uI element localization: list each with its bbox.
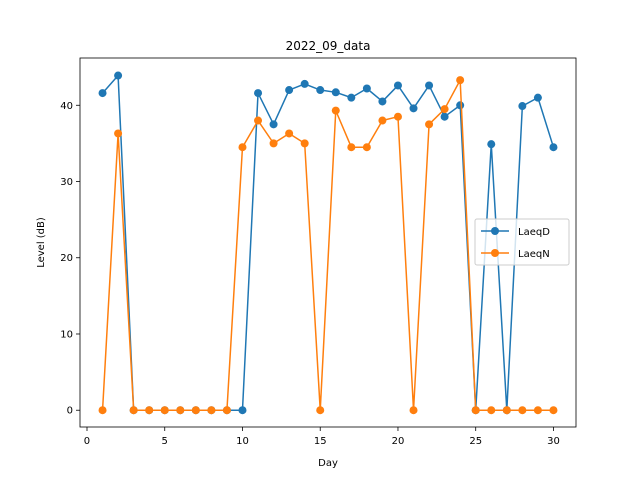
data-point-laeqn bbox=[378, 116, 387, 125]
data-point-laeqd bbox=[269, 120, 278, 129]
data-point-laeqd bbox=[487, 140, 496, 149]
data-point-laeqn bbox=[347, 143, 356, 152]
y-tick-label: 20 bbox=[60, 253, 73, 264]
data-point-laeqn bbox=[549, 406, 558, 415]
data-point-laeqn bbox=[409, 406, 418, 415]
data-point-laeqn bbox=[533, 406, 542, 415]
data-point-laeqd bbox=[347, 93, 356, 102]
x-axis: 0 5 10 15 20 25 30 bbox=[84, 427, 560, 447]
x-axis-label: Day bbox=[318, 458, 338, 469]
data-point-laeqd bbox=[518, 102, 527, 111]
legend-label-laeqn: LaeqN bbox=[518, 249, 550, 260]
data-point-laeqd bbox=[533, 93, 542, 102]
data-point-laeqd bbox=[285, 86, 294, 95]
data-point-laeqn bbox=[393, 112, 402, 121]
data-point-laeqn bbox=[440, 105, 449, 114]
y-tick-label: 0 bbox=[67, 406, 73, 417]
data-point-laeqd bbox=[425, 81, 434, 90]
data-point-laeqn bbox=[518, 406, 527, 415]
y-tick-label: 10 bbox=[60, 329, 73, 340]
data-point-laeqn bbox=[285, 129, 294, 138]
data-point-laeqd bbox=[238, 406, 247, 415]
data-point-laeqn bbox=[191, 406, 200, 415]
data-point-laeqn bbox=[502, 406, 511, 415]
data-point-laeqd bbox=[378, 97, 387, 106]
y-axis-label: Level (dB) bbox=[36, 217, 47, 268]
data-point-laeqn bbox=[487, 406, 496, 415]
legend-marker-laeqd bbox=[491, 227, 499, 235]
data-point-laeqd bbox=[409, 104, 418, 113]
y-tick-label: 30 bbox=[60, 177, 73, 188]
data-point-laeqd bbox=[331, 88, 340, 97]
x-tick-label: 20 bbox=[392, 436, 405, 447]
chart-title: 2022_09_data bbox=[286, 39, 371, 53]
data-point-laeqn bbox=[362, 143, 371, 152]
data-point-laeqd bbox=[362, 84, 371, 93]
data-point-laeqn bbox=[254, 116, 263, 125]
data-point-laeqn bbox=[238, 143, 247, 152]
data-point-laeqn bbox=[331, 106, 340, 115]
data-point-laeqd bbox=[440, 112, 449, 121]
x-tick-label: 5 bbox=[162, 436, 168, 447]
data-point-laeqn bbox=[98, 406, 107, 415]
y-axis: 0 10 20 30 40 bbox=[60, 101, 80, 417]
data-point-laeqn bbox=[471, 406, 480, 415]
axes-layer bbox=[79, 57, 577, 428]
data-point-laeqn bbox=[145, 406, 154, 415]
x-tick-label: 0 bbox=[84, 436, 90, 447]
data-point-laeqn bbox=[316, 406, 325, 415]
x-tick-label: 25 bbox=[469, 436, 482, 447]
data-point-laeqn bbox=[160, 406, 169, 415]
y-tick-label: 40 bbox=[60, 101, 73, 112]
legend-label-laeqd: LaeqD bbox=[518, 227, 550, 238]
data-point-laeqd bbox=[114, 71, 123, 80]
data-point-laeqn bbox=[269, 139, 278, 148]
data-point-laeqn bbox=[222, 406, 231, 415]
x-tick-label: 15 bbox=[314, 436, 327, 447]
data-point-laeqd bbox=[254, 89, 263, 98]
data-point-laeqn bbox=[176, 406, 185, 415]
data-point-laeqd bbox=[393, 81, 402, 90]
x-tick-label: 10 bbox=[236, 436, 249, 447]
data-point-laeqn bbox=[456, 76, 465, 85]
legend: LaeqD LaeqN bbox=[474, 218, 570, 266]
data-point-laeqn bbox=[425, 120, 434, 129]
data-point-laeqn bbox=[300, 139, 309, 148]
data-point-laeqd bbox=[300, 79, 309, 88]
data-point-laeqn bbox=[207, 406, 216, 415]
legend-marker-laeqn bbox=[491, 249, 499, 257]
x-tick-label: 30 bbox=[547, 436, 560, 447]
series-layer bbox=[98, 71, 558, 415]
data-point-laeqd bbox=[456, 101, 465, 110]
data-point-laeqn bbox=[114, 129, 123, 138]
data-point-laeqn bbox=[129, 406, 138, 415]
data-point-laeqd bbox=[549, 143, 558, 152]
plot-frame bbox=[79, 57, 577, 428]
data-point-laeqd bbox=[98, 89, 107, 98]
data-point-laeqd bbox=[316, 86, 325, 95]
